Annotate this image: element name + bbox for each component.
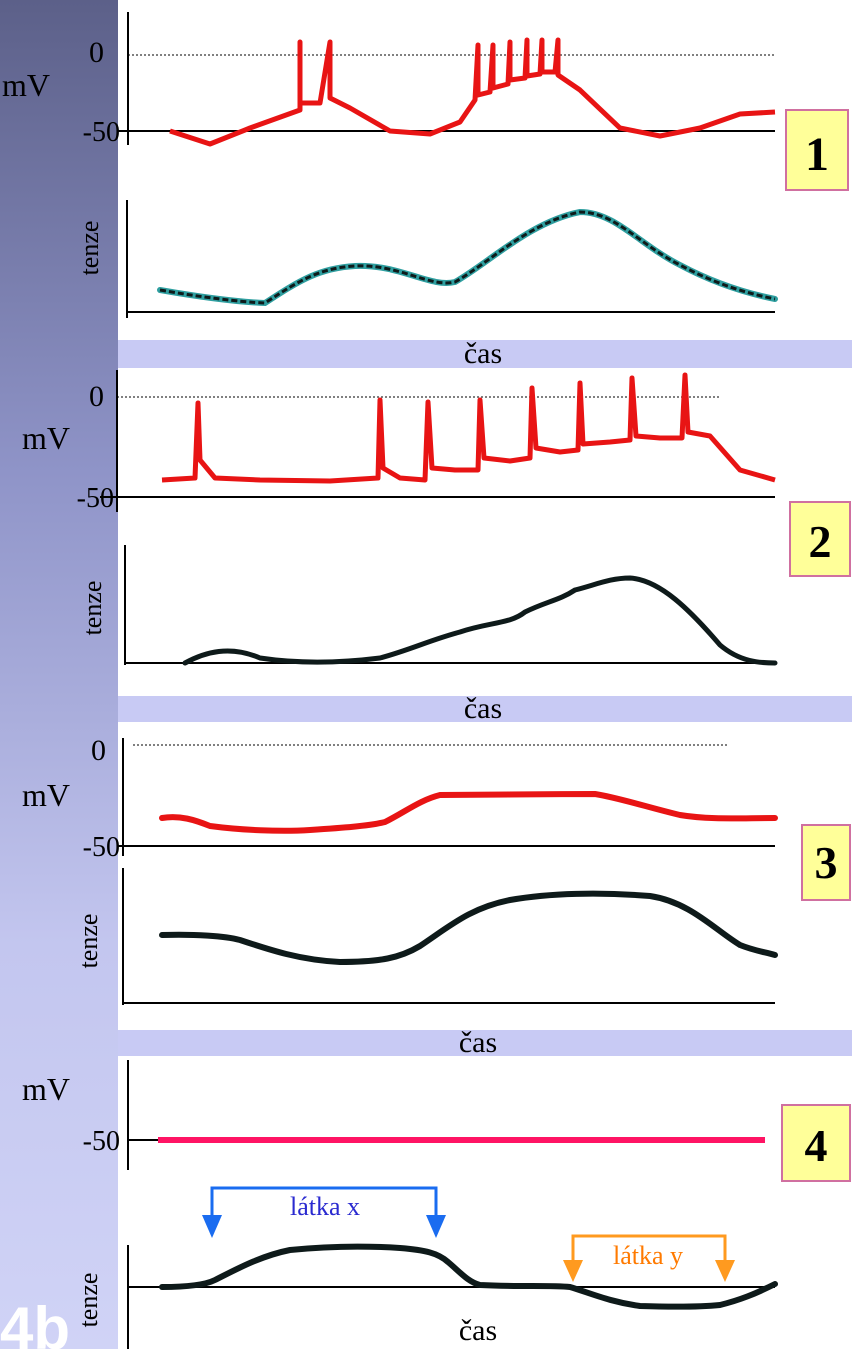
panel-1-tension-label: tenze xyxy=(75,221,104,276)
panel-1-background xyxy=(118,0,852,340)
substance-x-bracket: látka x xyxy=(202,1186,446,1238)
figure-label: 4b xyxy=(0,1295,70,1349)
panel-1-tension-trace-overlay xyxy=(159,210,776,305)
panel-3-number: 3 xyxy=(815,837,838,888)
panel-3-minus50-label: -50 xyxy=(83,832,120,863)
panel-1-zero-label: 0 xyxy=(89,36,104,69)
panel-4-mv-label: mV xyxy=(22,1071,70,1107)
substance-x-label: látka x xyxy=(290,1192,360,1221)
panel-2-mv-label: mV xyxy=(22,420,70,456)
panel-2-potential-trace xyxy=(161,372,776,484)
panel-2-time-label: čas xyxy=(464,692,502,725)
panel-1: 0 mV -50 tenze čas 1 xyxy=(2,12,849,370)
substance-y-arrow-start xyxy=(563,1260,583,1282)
panel-2-tension-trace xyxy=(182,575,778,666)
panel-4-minus50-label: -50 xyxy=(83,1126,120,1157)
panel-3-zero-label: 0 xyxy=(91,734,106,767)
panel-1-number: 1 xyxy=(805,128,829,181)
substance-y-bracket-line xyxy=(571,1234,727,1262)
panel-3-tension-label: tenze xyxy=(74,914,103,969)
panel-3-mv-label: mV xyxy=(22,777,70,813)
panel-3-tension-trace xyxy=(159,890,778,966)
panel-3-time-label: čas xyxy=(459,1026,497,1059)
panel-4-tension-trace xyxy=(159,1243,778,1310)
panel-4: mV -50 4 látka x látka y tenze čas xyxy=(22,1060,851,1349)
panel-2: 0 mV -50 tenze čas 2 xyxy=(22,370,851,725)
substance-x-arrow-end xyxy=(426,1215,446,1238)
separator-band-2 xyxy=(118,696,852,722)
substance-y-arrow-end xyxy=(715,1260,735,1282)
panel-2-number: 2 xyxy=(809,516,832,567)
panel-2-tension-label: tenze xyxy=(78,581,107,636)
panel-4-time-label: čas xyxy=(459,1314,497,1347)
panel-2-number-box xyxy=(789,501,851,577)
panel-1-mv-label: mV xyxy=(2,67,50,103)
panel-1-minus50-label: -50 xyxy=(83,117,120,148)
panel-3-number-box xyxy=(801,824,851,901)
panel-3: 0 mV -50 tenze čas 3 xyxy=(22,734,851,1059)
panel-4-tension-label: tenze xyxy=(74,1273,103,1328)
panel-4-number-box xyxy=(781,1104,851,1182)
separator-band-3 xyxy=(118,1030,852,1056)
substance-y-bracket: látka y xyxy=(563,1234,735,1282)
substance-y-label: látka y xyxy=(613,1241,683,1270)
substance-x-arrow-start xyxy=(202,1215,222,1238)
panel-4-number: 4 xyxy=(805,1120,828,1171)
panel-1-number-box xyxy=(785,109,849,191)
panel-1-time-label: čas xyxy=(464,337,502,370)
panel-2-zero-label: 0 xyxy=(89,380,104,413)
panel-4-background xyxy=(118,1056,852,1349)
panel-2-minus50-label: -50 xyxy=(77,483,114,514)
panel-2-background xyxy=(118,368,852,696)
substance-x-bracket-line xyxy=(210,1186,438,1220)
separator-band-1 xyxy=(118,340,852,368)
panel-3-potential-trace xyxy=(159,790,778,834)
panel-3-background xyxy=(118,722,852,1030)
panel-1-potential-trace xyxy=(169,37,776,147)
